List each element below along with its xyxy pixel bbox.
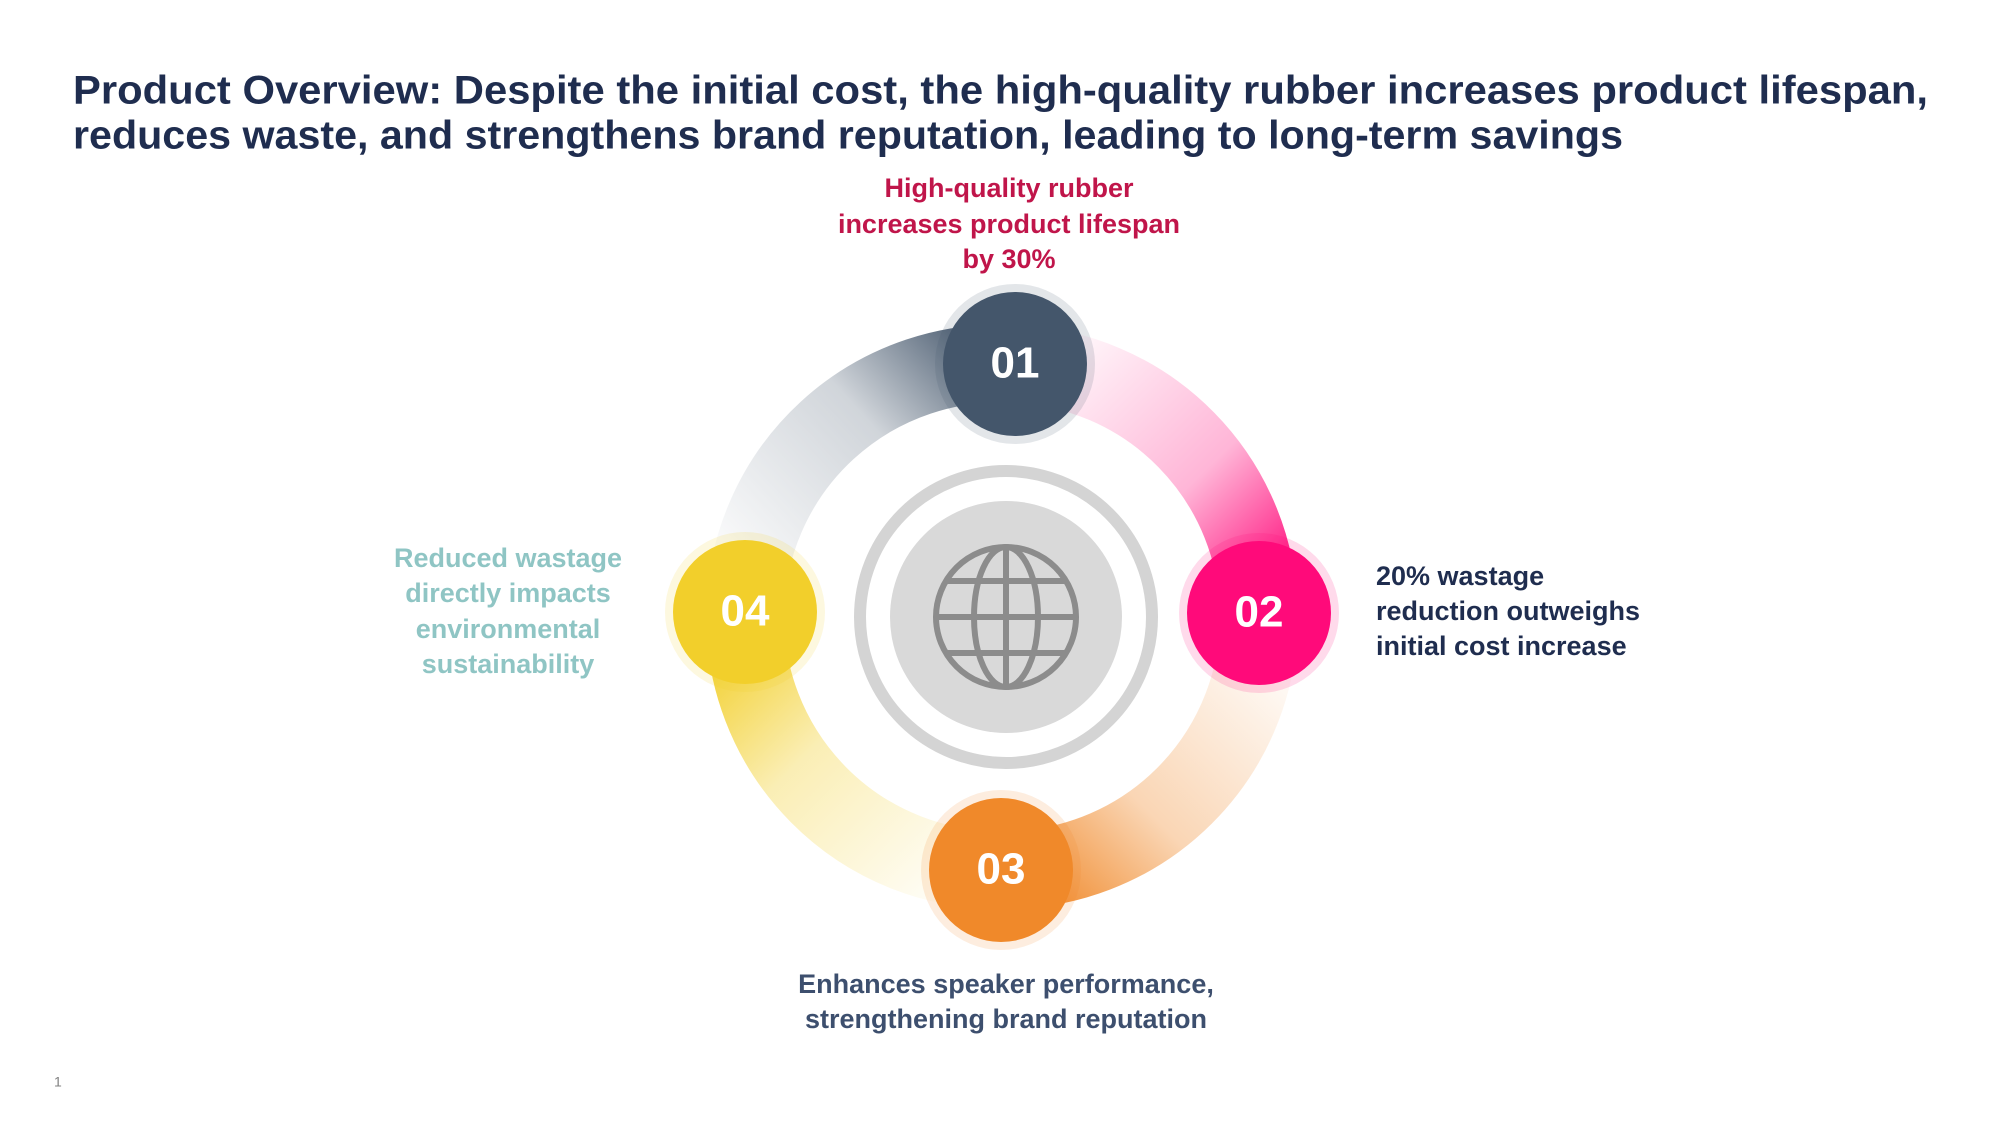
node (929, 798, 1073, 942)
node-number: 03 (977, 845, 1026, 894)
text-line: Reduced wastage (394, 543, 622, 573)
node (1187, 541, 1331, 685)
text-line: increases product lifespan (838, 209, 1180, 239)
text-line: directly impacts (405, 578, 611, 608)
node-text: High-quality rubber increases product li… (838, 173, 1180, 274)
text-line: Enhances speaker performance, (798, 969, 1214, 999)
node-number: 01 (991, 339, 1040, 388)
text-line: initial cost increase (1376, 631, 1627, 661)
title-line: Product Overview: Despite the initial co… (73, 69, 1928, 113)
node-text: 20% wastage reduction outweighs initial … (1376, 561, 1640, 661)
globe-icon (933, 544, 1079, 690)
text-line: by 30% (962, 244, 1055, 274)
node (673, 540, 817, 684)
page-number: 1 (54, 1074, 62, 1090)
text-line: sustainability (422, 649, 595, 679)
text-line: reduction outweighs (1376, 596, 1640, 626)
text-line: strengthening brand reputation (805, 1004, 1207, 1034)
text-line: High-quality rubber (885, 173, 1134, 203)
node-number: 04 (721, 587, 770, 636)
title-line: reduces waste, and strengthens brand rep… (73, 114, 1623, 158)
text-line: environmental (416, 614, 601, 644)
center-ring (854, 465, 1158, 769)
text-line: 20% wastage (1376, 561, 1544, 591)
node-text: Reduced wastage directly impacts environ… (394, 543, 622, 679)
node (943, 292, 1087, 436)
node-number: 02 (1235, 588, 1284, 637)
node-text: Enhances speaker performance, strengthen… (798, 969, 1214, 1034)
